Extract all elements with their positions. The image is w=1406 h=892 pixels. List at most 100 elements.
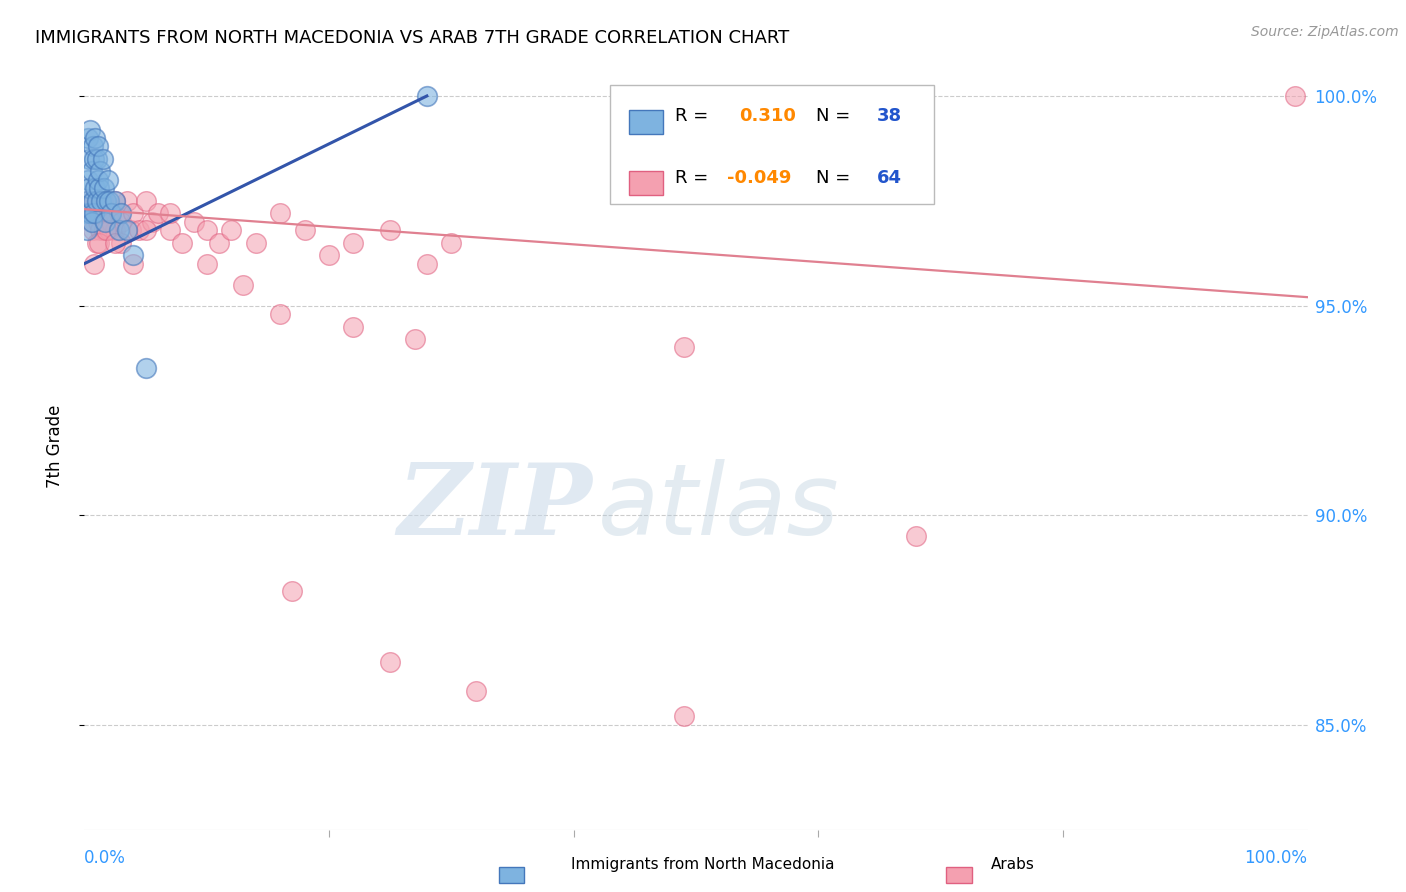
Point — [87, 173, 110, 187]
Point — [97, 173, 120, 187]
Point — [122, 257, 145, 271]
Point — [80, 215, 103, 229]
Point — [87, 215, 110, 229]
Point — [87, 235, 110, 250]
Point — [672, 709, 695, 723]
Point — [269, 206, 291, 220]
Text: 100.0%: 100.0% — [1244, 849, 1308, 867]
Point — [84, 131, 107, 145]
Point — [86, 235, 108, 250]
Point — [115, 223, 138, 237]
Point — [96, 223, 118, 237]
Point — [76, 223, 98, 237]
Point — [77, 173, 100, 187]
Point — [159, 223, 181, 237]
Point — [107, 223, 129, 237]
Point — [464, 684, 486, 698]
Point — [294, 223, 316, 237]
Point — [86, 194, 108, 208]
Text: Source: ZipAtlas.com: Source: ZipAtlas.com — [1251, 25, 1399, 39]
Point — [87, 181, 110, 195]
Point — [416, 89, 439, 103]
Point — [404, 332, 426, 346]
Point — [110, 206, 132, 220]
Text: R =: R = — [675, 169, 709, 186]
Point — [128, 223, 150, 237]
Point — [380, 655, 402, 669]
Point — [141, 215, 163, 229]
Point — [75, 206, 97, 220]
Text: N =: N = — [815, 107, 851, 125]
Text: N =: N = — [815, 169, 851, 186]
Point — [342, 319, 364, 334]
Point — [122, 248, 145, 262]
FancyBboxPatch shape — [628, 110, 664, 134]
Point — [110, 215, 132, 229]
Text: Arabs: Arabs — [990, 857, 1035, 872]
Point — [183, 215, 205, 229]
Point — [82, 139, 104, 153]
Point — [89, 164, 111, 178]
Point — [107, 206, 129, 220]
Point — [87, 139, 110, 153]
Point — [232, 277, 254, 292]
Point — [1284, 89, 1306, 103]
Point — [97, 194, 120, 208]
Text: 0.310: 0.310 — [738, 107, 796, 125]
Point — [79, 122, 101, 136]
Point — [135, 223, 157, 237]
Point — [82, 223, 104, 237]
Point — [80, 215, 103, 229]
Point — [104, 194, 127, 208]
Point — [135, 361, 157, 376]
Point — [83, 257, 105, 271]
Point — [86, 194, 108, 208]
Y-axis label: 7th Grade: 7th Grade — [45, 404, 63, 488]
Text: 64: 64 — [877, 169, 903, 186]
Point — [97, 223, 120, 237]
Text: IMMIGRANTS FROM NORTH MACEDONIA VS ARAB 7TH GRADE CORRELATION CHART: IMMIGRANTS FROM NORTH MACEDONIA VS ARAB … — [35, 29, 790, 47]
Point — [672, 341, 695, 355]
Point — [146, 206, 169, 220]
Point — [104, 194, 127, 208]
Point — [87, 206, 110, 220]
Point — [91, 206, 114, 220]
Point — [120, 223, 142, 237]
Point — [89, 223, 111, 237]
Text: ZIP: ZIP — [396, 459, 592, 556]
Point — [172, 235, 194, 250]
Point — [122, 206, 145, 220]
Text: -0.049: -0.049 — [727, 169, 792, 186]
Point — [342, 235, 364, 250]
Point — [269, 307, 291, 321]
Point — [94, 215, 117, 229]
Point — [115, 194, 138, 208]
Point — [208, 235, 231, 250]
Point — [90, 194, 112, 208]
Text: R =: R = — [675, 107, 709, 125]
Point — [97, 206, 120, 220]
Point — [104, 223, 127, 237]
Point — [79, 206, 101, 220]
Point — [100, 206, 122, 220]
FancyBboxPatch shape — [628, 171, 664, 195]
Point — [440, 235, 463, 250]
Point — [135, 194, 157, 208]
Point — [245, 235, 267, 250]
Point — [281, 583, 304, 598]
Point — [93, 181, 115, 195]
Point — [84, 181, 107, 195]
Point — [96, 194, 118, 208]
Point — [380, 223, 402, 237]
Text: atlas: atlas — [598, 458, 839, 556]
Point — [91, 194, 114, 208]
Point — [104, 235, 127, 250]
Point — [80, 164, 103, 178]
Point — [83, 206, 105, 220]
FancyBboxPatch shape — [610, 86, 935, 204]
Point — [77, 194, 100, 208]
Point — [86, 152, 108, 166]
Point — [219, 223, 242, 237]
Point — [77, 131, 100, 145]
Point — [77, 152, 100, 166]
